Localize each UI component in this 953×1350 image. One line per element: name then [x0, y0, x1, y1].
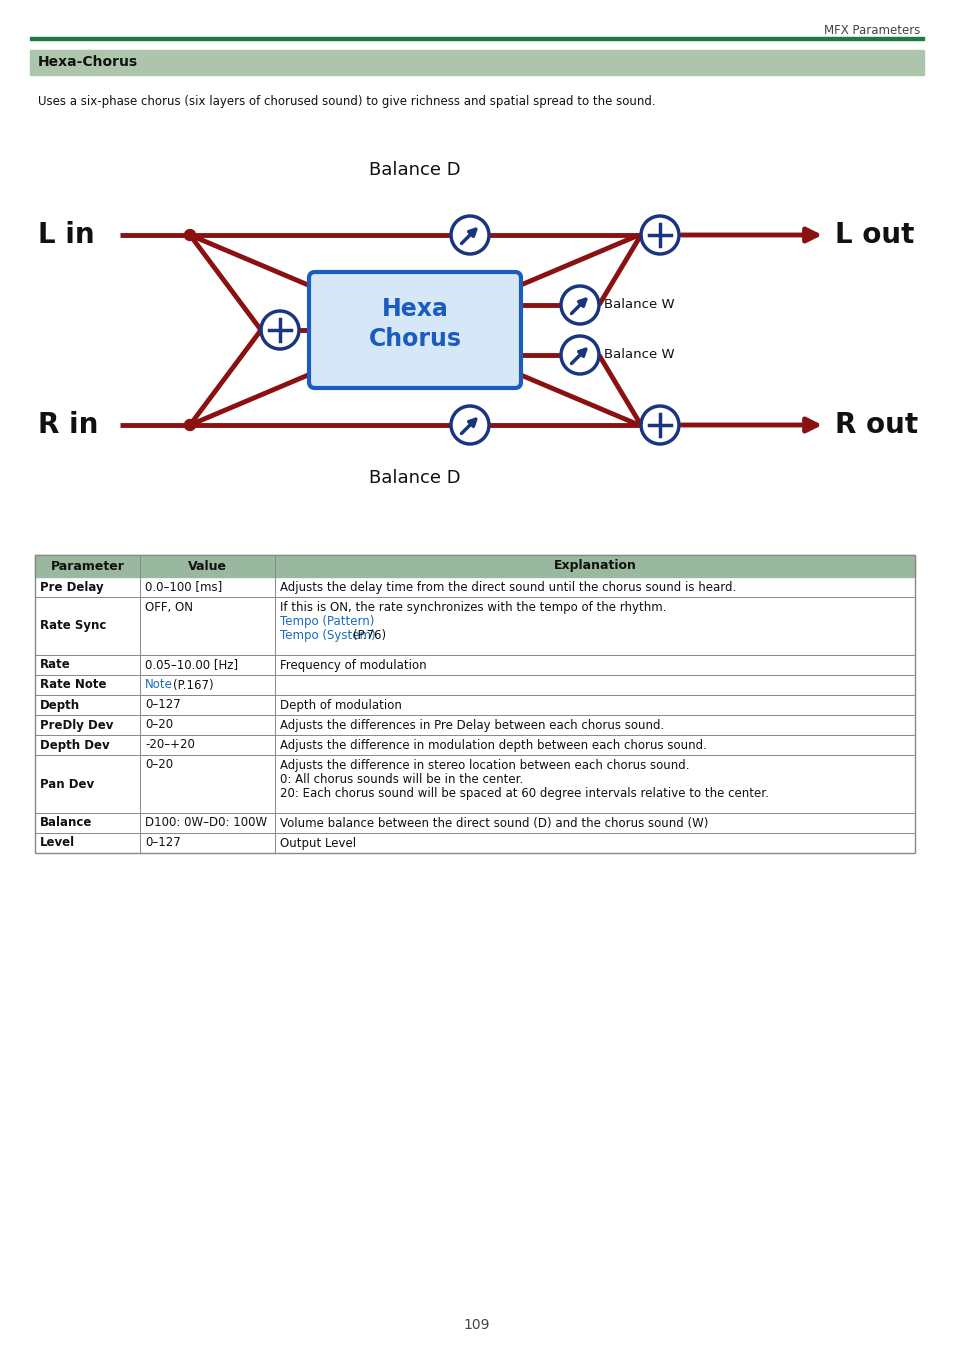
Text: Tempo (System): Tempo (System) — [280, 629, 375, 643]
Text: L in: L in — [38, 221, 94, 248]
Text: Rate: Rate — [40, 659, 71, 671]
Text: Volume balance between the direct sound (D) and the chorus sound (W): Volume balance between the direct sound … — [280, 817, 708, 829]
Text: 0–127: 0–127 — [145, 698, 180, 711]
Bar — [35, 555, 914, 853]
Bar — [35, 695, 914, 716]
Text: Rate Sync: Rate Sync — [40, 620, 107, 633]
Bar — [35, 555, 914, 576]
Text: (P.167): (P.167) — [172, 679, 213, 691]
Text: Depth: Depth — [40, 698, 80, 711]
Circle shape — [184, 420, 195, 431]
Text: OFF, ON: OFF, ON — [145, 601, 193, 613]
Text: D100: 0W–D0: 100W: D100: 0W–D0: 100W — [145, 817, 267, 829]
Bar — [35, 833, 914, 853]
Bar — [35, 655, 914, 675]
Text: 109: 109 — [463, 1318, 490, 1332]
Bar — [30, 36, 923, 40]
Text: Adjusts the differences in Pre Delay between each chorus sound.: Adjusts the differences in Pre Delay bet… — [280, 718, 663, 732]
Text: 0–20: 0–20 — [145, 718, 172, 732]
Text: Parameter: Parameter — [51, 559, 124, 572]
Bar — [30, 50, 923, 76]
Text: R out: R out — [834, 410, 917, 439]
Text: 0.05–10.00 [Hz]: 0.05–10.00 [Hz] — [145, 659, 238, 671]
Bar — [35, 813, 914, 833]
Bar — [35, 597, 914, 655]
Text: Rate Note: Rate Note — [40, 679, 107, 691]
Text: 0.0–100 [ms]: 0.0–100 [ms] — [145, 580, 222, 594]
Bar — [35, 675, 914, 695]
FancyBboxPatch shape — [309, 271, 520, 387]
Text: Pre Delay: Pre Delay — [40, 580, 104, 594]
Text: Hexa
Chorus: Hexa Chorus — [368, 297, 461, 351]
Text: Balance W: Balance W — [603, 348, 674, 362]
Text: 0–127: 0–127 — [145, 837, 180, 849]
Text: (P.76): (P.76) — [353, 629, 386, 643]
Text: Adjusts the delay time from the direct sound until the chorus sound is heard.: Adjusts the delay time from the direct s… — [280, 580, 736, 594]
Text: Balance W: Balance W — [603, 298, 674, 312]
Bar — [35, 734, 914, 755]
Text: R in: R in — [38, 410, 98, 439]
Text: Explanation: Explanation — [553, 559, 636, 572]
Text: Depth of modulation: Depth of modulation — [280, 698, 401, 711]
Text: 0: All chorus sounds will be in the center.: 0: All chorus sounds will be in the cent… — [280, 774, 522, 786]
Bar — [35, 716, 914, 734]
Bar — [35, 755, 914, 813]
Text: Tempo (Pattern): Tempo (Pattern) — [280, 616, 374, 628]
Text: -20–+20: -20–+20 — [145, 738, 194, 752]
Text: Note: Note — [145, 679, 172, 691]
Text: Output Level: Output Level — [280, 837, 355, 849]
Bar — [35, 576, 914, 597]
Text: Pan Dev: Pan Dev — [40, 778, 94, 791]
Text: Adjusts the difference in modulation depth between each chorus sound.: Adjusts the difference in modulation dep… — [280, 738, 706, 752]
Text: Balance D: Balance D — [369, 161, 460, 180]
Text: Level: Level — [40, 837, 75, 849]
Text: Depth Dev: Depth Dev — [40, 738, 110, 752]
Text: Hexa-Chorus: Hexa-Chorus — [38, 55, 138, 69]
Text: Frequency of modulation: Frequency of modulation — [280, 659, 426, 671]
Text: Balance D: Balance D — [369, 468, 460, 487]
Text: 0–20: 0–20 — [145, 759, 172, 771]
Text: Adjusts the difference in stereo location between each chorus sound.: Adjusts the difference in stereo locatio… — [280, 759, 689, 771]
Text: Uses a six-phase chorus (six layers of chorused sound) to give richness and spat: Uses a six-phase chorus (six layers of c… — [38, 95, 655, 108]
Text: MFX Parameters: MFX Parameters — [822, 23, 919, 36]
Text: 20: Each chorus sound will be spaced at 60 degree intervals relative to the cent: 20: Each chorus sound will be spaced at … — [280, 787, 768, 801]
Text: Value: Value — [188, 559, 227, 572]
Text: PreDly Dev: PreDly Dev — [40, 718, 113, 732]
Text: L out: L out — [834, 221, 913, 248]
Text: Balance: Balance — [40, 817, 92, 829]
Circle shape — [184, 230, 195, 240]
Text: If this is ON, the rate synchronizes with the tempo of the rhythm.: If this is ON, the rate synchronizes wit… — [280, 601, 666, 613]
